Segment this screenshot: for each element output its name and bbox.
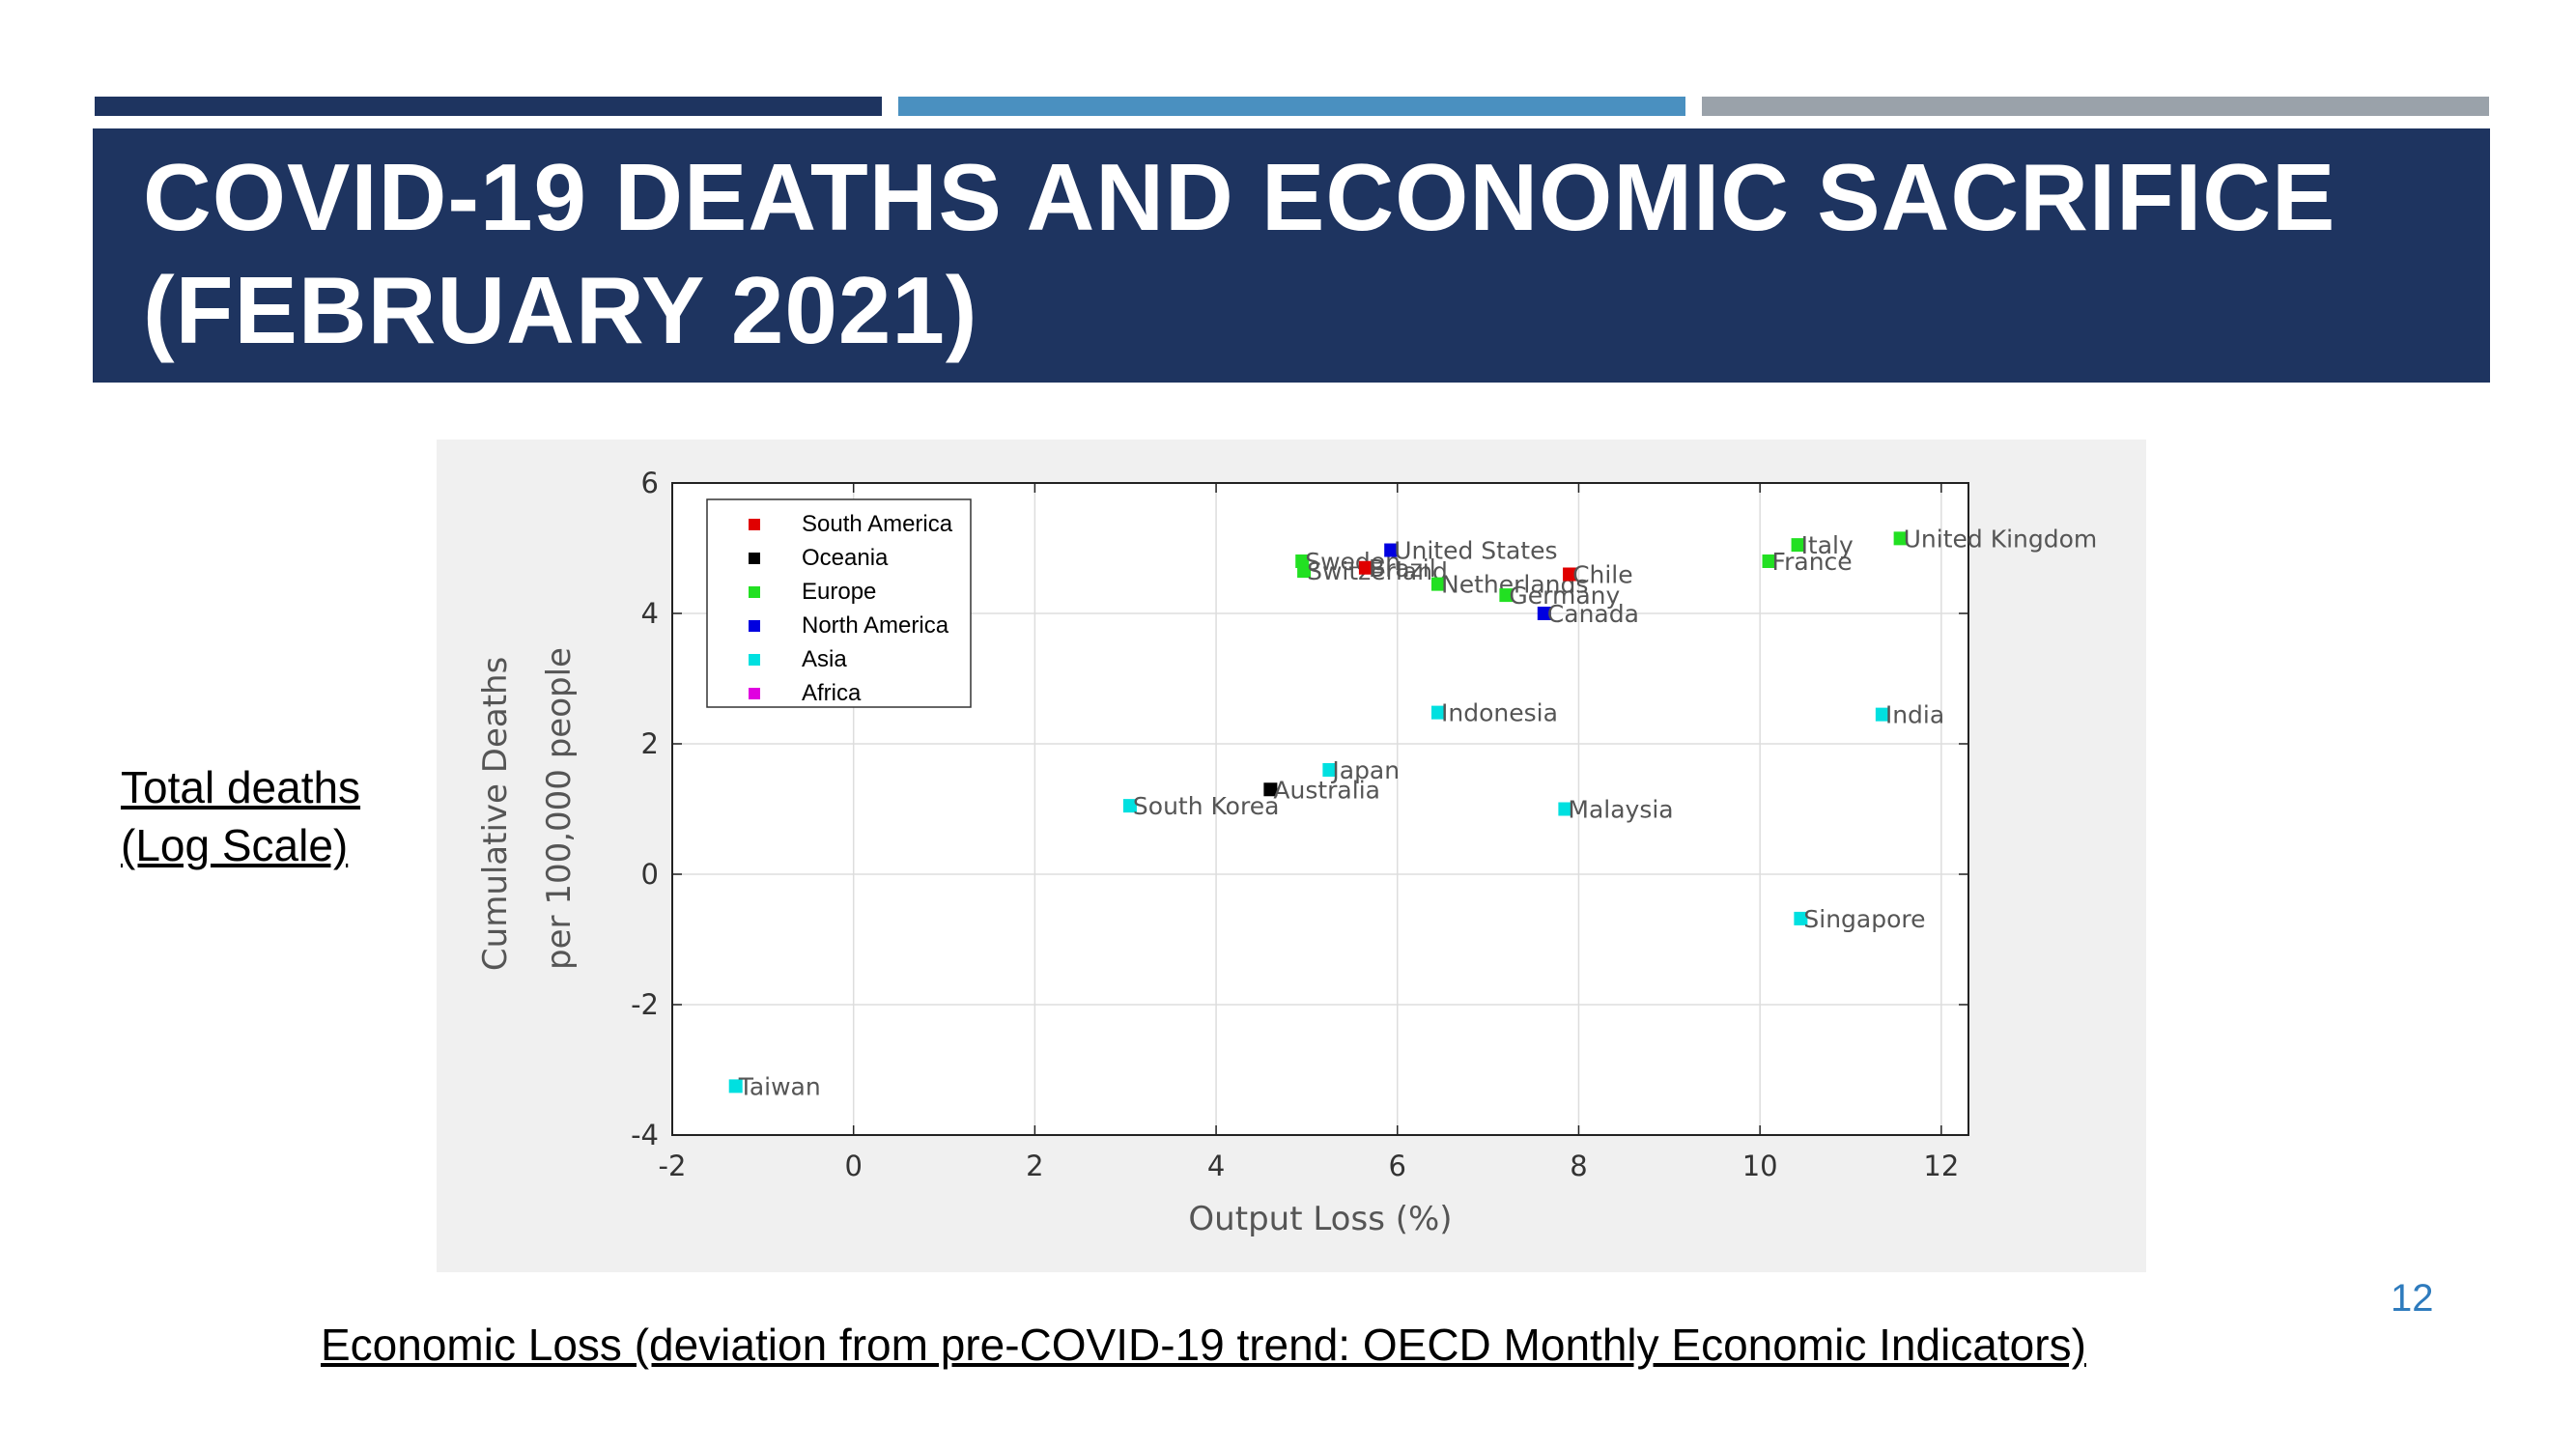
- legend-items: South America Oceania Europe North America A…: [749, 511, 953, 706]
- data-point: [1563, 567, 1577, 582]
- data-point-label: Brazil: [1369, 554, 1436, 582]
- data-point: [1384, 543, 1399, 557]
- legend-label: Europe: [802, 579, 876, 605]
- y-tick-label: 6: [641, 467, 659, 499]
- chart-legend: South America Oceania Europe North America A…: [706, 498, 972, 708]
- data-point: [1322, 763, 1337, 777]
- slide-title-line1: COVID-19 DEATHS AND ECONOMIC SACRIFICE: [143, 144, 2336, 250]
- x-axis-title: Output Loss (%): [1188, 1200, 1452, 1238]
- data-point-label: Indonesia: [1441, 699, 1558, 727]
- data-point-label: India: [1885, 701, 1944, 729]
- data-point-label: South Korea: [1133, 792, 1279, 820]
- data-point-label: Singapore: [1803, 905, 1925, 933]
- data-point: [1358, 560, 1373, 575]
- legend-label: North America: [802, 612, 949, 639]
- data-point-label: Chile: [1572, 561, 1633, 589]
- y-axis-title-line1: Cumulative Deaths: [476, 657, 515, 971]
- data-point-label: Australia: [1273, 776, 1380, 804]
- legend-label: Asia: [802, 646, 847, 672]
- data-point: [1263, 782, 1278, 797]
- data-point: [1791, 538, 1805, 553]
- data-point-label: Japan: [1330, 756, 1400, 784]
- y-tick-label: 2: [641, 727, 659, 760]
- data-point-label: United States: [1394, 537, 1557, 565]
- legend-marker: [749, 553, 760, 564]
- legend-label: Oceania: [802, 545, 889, 571]
- slide-number: 12: [2391, 1277, 2434, 1320]
- data-point-label: Canada: [1547, 600, 1639, 628]
- data-point: [1537, 607, 1551, 620]
- y-tick-label: 0: [641, 858, 659, 891]
- legend-label: Africa: [802, 680, 862, 706]
- legend-marker: [749, 586, 760, 598]
- x-tick-label: 12: [1923, 1150, 1959, 1182]
- title-band: [93, 128, 2490, 383]
- x-tick-label: 2: [1026, 1150, 1043, 1182]
- data-point: [1297, 564, 1312, 579]
- data-point: [1431, 705, 1445, 720]
- data-point: [1875, 707, 1889, 722]
- legend-marker: [749, 688, 760, 699]
- data-point: [1794, 911, 1808, 925]
- data-point-label: Malaysia: [1568, 796, 1673, 824]
- legend-marker: [749, 519, 760, 530]
- x-tick-label: 0: [844, 1150, 862, 1182]
- legend-label: South America: [802, 511, 953, 537]
- data-point: [1558, 802, 1572, 816]
- x-tick-label: 8: [1570, 1150, 1587, 1182]
- y-tick-label: 4: [641, 597, 659, 630]
- slide-title-line2: (FEBRUARY 2021): [143, 257, 978, 363]
- data-point-label: France: [1772, 548, 1853, 576]
- y-tick-label: -4: [631, 1119, 659, 1151]
- legend-box: [706, 498, 972, 708]
- data-point: [1499, 588, 1514, 603]
- y-tick-label: -2: [631, 988, 659, 1021]
- data-point: [1431, 577, 1445, 591]
- legend-marker: [749, 620, 760, 632]
- x-tick-label: 6: [1389, 1150, 1406, 1182]
- data-point: [1893, 531, 1908, 546]
- x-tick-label: 4: [1207, 1150, 1225, 1182]
- legend-marker: [749, 654, 760, 666]
- header-accent-bar-blue: [898, 97, 1685, 116]
- y-axis-title: Cumulative Deaths per 100,000 people: [476, 646, 579, 971]
- data-point: [728, 1079, 743, 1094]
- data-point-label: United Kingdom: [1904, 525, 2098, 553]
- data-point: [1762, 554, 1776, 568]
- header-accent-bar-navy: [95, 97, 882, 116]
- x-tick-label: 10: [1742, 1150, 1778, 1182]
- data-point: [1122, 799, 1137, 813]
- y-axis-side-label: Total deaths (Log Scale): [121, 758, 360, 874]
- side-label-line2: (Log Scale): [121, 820, 349, 870]
- data-point-label: Italy: [1801, 531, 1854, 559]
- plot-frame: [671, 482, 1969, 1136]
- data-point-label: Germany: [1509, 582, 1620, 610]
- x-tick-label: -2: [659, 1150, 687, 1182]
- side-label-line1: Total deaths: [121, 762, 361, 812]
- slide-title: COVID-19 DEATHS AND ECONOMIC SACRIFICE (…: [143, 141, 2461, 367]
- x-axis-caption: Economic Loss (deviation from pre-COVID-…: [321, 1320, 2086, 1370]
- header-accent-bar-gray: [1702, 97, 2489, 116]
- y-axis-title-line2: per 100,000 people: [540, 647, 579, 970]
- data-point-label: Switzerland: [1307, 557, 1448, 585]
- data-point-label: Taiwan: [738, 1072, 821, 1100]
